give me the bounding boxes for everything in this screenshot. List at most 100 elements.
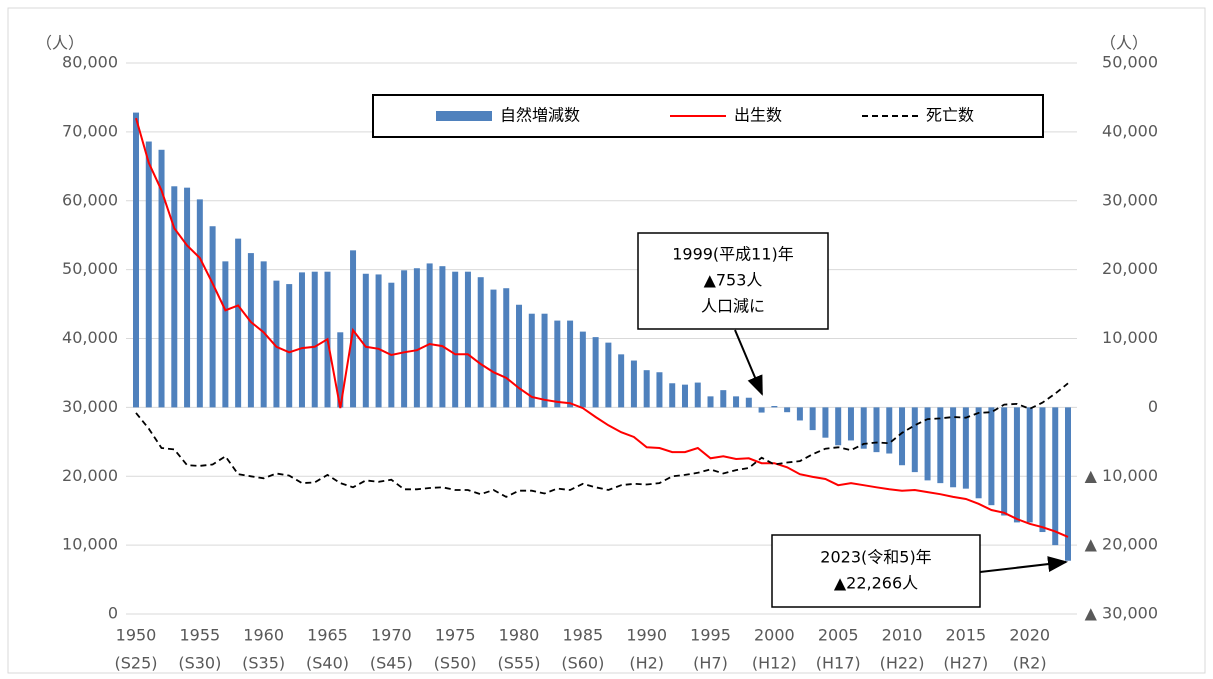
bar [950, 407, 957, 488]
bar [924, 407, 931, 481]
line [135, 382, 1069, 498]
bar [975, 407, 982, 499]
x-tick-sublabel: (R2) [1013, 654, 1047, 673]
x-tick-sublabel: (S50) [434, 654, 477, 673]
bar [618, 354, 625, 408]
bar [311, 271, 318, 408]
bar [426, 263, 433, 408]
bar [771, 405, 778, 408]
annotation-arrow [979, 556, 1068, 573]
x-tick-label: 1965 [307, 626, 348, 645]
bar [809, 407, 816, 431]
bar [758, 407, 765, 413]
annotation-box [637, 232, 829, 330]
bar [988, 407, 995, 506]
x-tick-sublabel: (H7) [693, 654, 728, 673]
x-tick-sublabel: (S25) [115, 654, 158, 673]
legend-swatch [436, 111, 492, 121]
bar [796, 407, 803, 421]
x-tick-label: 2010 [882, 626, 923, 645]
y-tick-label: 60,000 [62, 190, 118, 209]
legend-label: 自然増減数 [500, 106, 580, 125]
x-tick-sublabel: (S35) [242, 654, 285, 673]
annotation-box [771, 534, 981, 608]
chart-border [7, 7, 1206, 674]
x-tick-label: 1970 [371, 626, 412, 645]
bar [209, 226, 216, 408]
x-tick-label: 2005 [818, 626, 859, 645]
bar [860, 407, 867, 449]
bar [579, 331, 586, 408]
bar [707, 396, 714, 408]
x-tick-label: 1990 [626, 626, 667, 645]
bar [847, 407, 854, 441]
x-tick-label: 1950 [116, 626, 157, 645]
bar [605, 342, 612, 408]
annotation-text: ▲22,266人 [834, 574, 918, 593]
y-tick-label: 40,000 [62, 328, 118, 347]
x-tick-sublabel: (S60) [561, 654, 604, 673]
bar [592, 337, 599, 408]
annotation-text: 2023(令和5)年 [820, 548, 931, 567]
bar [413, 268, 420, 408]
x-tick-label: 1985 [562, 626, 603, 645]
bar [784, 407, 791, 413]
x-tick-sublabel: (S55) [498, 654, 541, 673]
x-tick-sublabel: (S45) [370, 654, 413, 673]
bar [464, 271, 471, 408]
y-tick-label: 70,000 [62, 121, 118, 140]
bar [439, 266, 446, 408]
y2-tick-label: ▲ 30,000 [1085, 604, 1158, 623]
x-tick-label: 2000 [754, 626, 795, 645]
bar [503, 288, 510, 408]
bar [873, 407, 880, 453]
annotation-arrow [734, 329, 763, 396]
bar [1026, 407, 1033, 523]
y-tick-label: 0 [108, 604, 118, 623]
annotation-text: 1999(平成11)年 [672, 245, 794, 264]
bar [158, 149, 165, 408]
bar [681, 384, 688, 408]
bar [899, 407, 906, 466]
bar [745, 397, 752, 408]
x-tick-sublabel: (H22) [880, 654, 925, 673]
x-tick-label: 1960 [243, 626, 284, 645]
bar [196, 199, 203, 408]
bar [656, 372, 663, 408]
bar [388, 282, 395, 408]
annotation-text: 人口減に [701, 297, 765, 316]
x-tick-label: 1955 [179, 626, 220, 645]
bar [643, 370, 650, 408]
bar [452, 271, 459, 408]
line [135, 117, 1069, 538]
y2-tick-label: 40,000 [1102, 121, 1158, 140]
bar [937, 407, 944, 484]
bar [171, 186, 178, 408]
bar [1065, 407, 1071, 561]
bar [1013, 407, 1020, 523]
bar [145, 141, 152, 408]
x-tick-label: 2020 [1009, 626, 1050, 645]
x-tick-sublabel: (H27) [943, 654, 988, 673]
bar [1052, 407, 1059, 546]
x-tick-label: 1995 [690, 626, 731, 645]
bar [222, 261, 229, 408]
x-tick-sublabel: (S30) [178, 654, 221, 673]
legend-label: 出生数 [734, 106, 782, 125]
bar [669, 383, 676, 408]
y2-tick-label: 0 [1148, 397, 1158, 416]
bar [516, 304, 523, 408]
bar [260, 261, 267, 408]
x-tick-sublabel: (H17) [816, 654, 861, 673]
y-tick-label: 50,000 [62, 259, 118, 278]
y-tick-label: 80,000 [62, 53, 118, 72]
bar [133, 112, 139, 408]
x-tick-sublabel: (H2) [629, 654, 664, 673]
y-tick-label: 10,000 [62, 535, 118, 554]
bar [886, 407, 893, 454]
bar [184, 187, 191, 408]
y-tick-label: 20,000 [62, 466, 118, 485]
x-tick-label: 1975 [435, 626, 476, 645]
bar [835, 407, 842, 446]
